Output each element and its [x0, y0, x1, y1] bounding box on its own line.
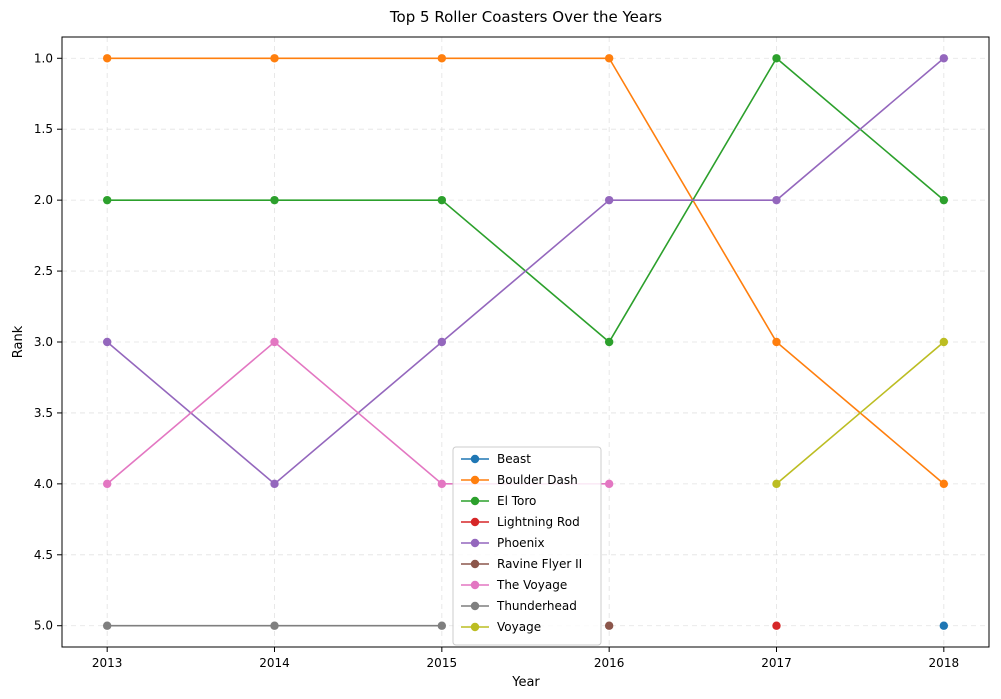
- data-point: [437, 54, 447, 63]
- legend-swatch-marker: [470, 559, 480, 569]
- legend-label: El Toro: [497, 494, 536, 508]
- data-point: [102, 54, 112, 63]
- legend-label: Lightning Rod: [497, 515, 580, 529]
- x-axis-label: Year: [511, 675, 540, 690]
- data-point: [772, 621, 781, 630]
- data-point: [939, 54, 949, 63]
- data-point: [939, 337, 949, 347]
- series-thunderhead: [102, 621, 447, 630]
- legend-swatch-marker: [470, 496, 480, 506]
- series-lightning-rod: [772, 621, 781, 630]
- data-point: [270, 337, 279, 347]
- y-axis: 1.0 1.5 2.0 2.5 3.0 3.5 4.0 4.5 5.0: [34, 51, 62, 633]
- legend-box: [452, 446, 602, 646]
- data-point: [102, 337, 112, 347]
- y-tick-label: 3.5: [34, 406, 53, 420]
- legend-label: Thunderhead: [496, 599, 577, 613]
- y-tick-label: 2.0: [34, 193, 53, 207]
- legend-swatch-marker: [470, 622, 480, 632]
- data-point: [604, 621, 614, 630]
- x-axis: 2013 2014 2015 2016 2017 2018: [92, 647, 959, 670]
- legend: Beast Boulder Dash El Toro Lightning Rod Pho…: [452, 446, 602, 646]
- series-phoenix: [102, 54, 949, 489]
- data-point: [102, 195, 112, 205]
- series-boulder-dash: [102, 54, 949, 489]
- data-point: [939, 479, 949, 489]
- data-point: [772, 479, 781, 489]
- x-tick-label: 2017: [761, 656, 792, 670]
- data-point: [939, 621, 949, 630]
- data-point: [772, 54, 781, 63]
- x-tick-label: 2018: [929, 656, 960, 670]
- data-point: [772, 337, 781, 347]
- data-point: [270, 195, 279, 205]
- y-tick-label: 3.0: [34, 335, 53, 349]
- series-line: [775, 341, 945, 485]
- legend-label: Voyage: [497, 620, 541, 634]
- y-tick-label: 1.0: [34, 51, 53, 65]
- y-tick-label: 4.5: [34, 548, 53, 562]
- data-point: [939, 195, 949, 205]
- data-point: [270, 621, 279, 630]
- y-tick-label: 5.0: [34, 619, 53, 633]
- legend-swatch-marker: [470, 517, 480, 527]
- x-tick-label: 2016: [594, 656, 625, 670]
- y-tick-label: 1.5: [34, 122, 53, 136]
- series-line: [107, 57, 945, 485]
- series-voyage: [772, 337, 949, 489]
- series-ravine-flyer-ii: [604, 621, 614, 630]
- data-point: [437, 479, 447, 489]
- x-tick-label: 2013: [92, 656, 123, 670]
- legend-swatch-marker: [470, 454, 480, 464]
- series-beast: [939, 621, 949, 630]
- data-point: [604, 54, 614, 63]
- data-point: [437, 337, 447, 347]
- legend-label: Boulder Dash: [497, 473, 578, 487]
- legend-label: Beast: [497, 452, 531, 466]
- legend-label: Ravine Flyer II: [497, 557, 582, 571]
- y-tick-label: 4.0: [34, 477, 53, 491]
- y-axis-label: Rank: [11, 325, 26, 358]
- legend-swatch-marker: [470, 538, 480, 548]
- series-line: [106, 57, 945, 485]
- legend-label: Phoenix: [497, 536, 545, 550]
- data-point: [437, 195, 447, 205]
- x-tick-label: 2014: [259, 656, 290, 670]
- legend-swatch-marker: [470, 475, 480, 485]
- data-point: [102, 621, 112, 630]
- x-tick-label: 2015: [427, 656, 458, 670]
- series-layer: [102, 54, 949, 630]
- y-tick-label: 2.5: [34, 264, 53, 278]
- legend-label: The Voyage: [496, 578, 567, 592]
- data-point: [102, 479, 112, 489]
- data-point: [604, 337, 614, 347]
- data-point: [270, 479, 279, 489]
- data-point: [604, 479, 614, 489]
- data-point: [772, 195, 781, 205]
- legend-swatch-marker: [470, 601, 480, 611]
- data-point: [604, 195, 614, 205]
- data-point: [437, 621, 447, 630]
- chart-title: Top 5 Roller Coasters Over the Years: [389, 8, 662, 26]
- legend-swatch-marker: [470, 580, 480, 590]
- data-point: [270, 54, 279, 63]
